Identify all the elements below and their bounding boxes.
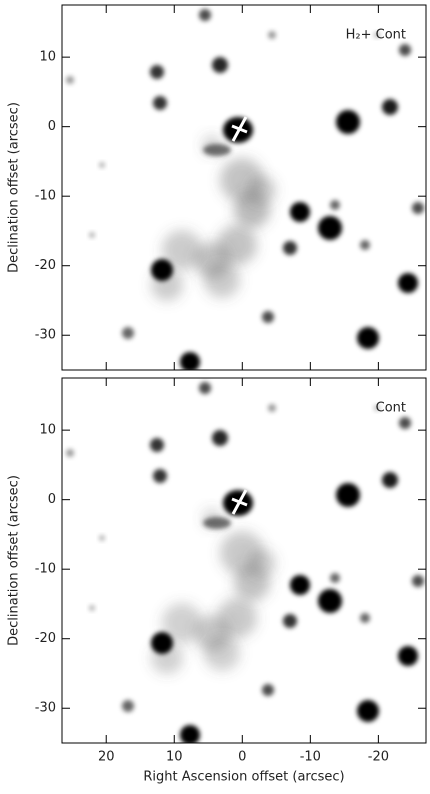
star <box>122 700 134 712</box>
star <box>318 216 342 240</box>
star <box>374 32 380 38</box>
sky-image <box>66 382 424 743</box>
star <box>398 273 418 293</box>
panel-label: H₂+ Cont <box>346 28 406 43</box>
star <box>382 472 398 488</box>
y-tick-label: -20 <box>35 258 56 273</box>
star <box>290 575 310 595</box>
x-tick-label: 0 <box>238 750 246 765</box>
star <box>357 327 379 349</box>
nebula <box>204 635 240 671</box>
star <box>150 65 164 79</box>
star <box>180 352 200 370</box>
y-tick-label: 0 <box>48 119 56 134</box>
star <box>89 605 95 611</box>
star <box>290 202 310 222</box>
y-tick-label: 10 <box>39 423 56 438</box>
star <box>150 438 164 452</box>
x-tick-label: 10 <box>166 750 183 765</box>
star <box>268 404 276 412</box>
y-tick-label: 10 <box>39 50 56 65</box>
star <box>374 405 380 411</box>
star <box>151 632 173 654</box>
x-tick-label: -10 <box>300 750 321 765</box>
star <box>99 162 105 168</box>
star <box>336 110 360 134</box>
star <box>180 725 200 743</box>
star <box>212 430 228 446</box>
panel-label: Cont <box>376 401 406 416</box>
star <box>99 535 105 541</box>
x-tick-label: 20 <box>98 750 115 765</box>
star <box>360 613 370 623</box>
star <box>398 646 418 666</box>
star <box>153 469 167 483</box>
y-tick-label: -30 <box>35 328 56 343</box>
sky-image <box>66 9 424 370</box>
y-tick-label: -10 <box>35 562 56 577</box>
panel-frame <box>61 377 427 744</box>
y-tick-label: -10 <box>35 189 56 204</box>
image-panel <box>61 377 427 744</box>
x-tick-label: -20 <box>368 750 389 765</box>
nebula <box>162 230 202 270</box>
panel-frame <box>61 4 427 371</box>
star <box>262 311 274 323</box>
nebula <box>248 176 276 204</box>
star <box>330 573 340 583</box>
y-tick-label: -20 <box>35 631 56 646</box>
star <box>66 76 74 84</box>
star <box>283 241 297 255</box>
star <box>151 259 173 281</box>
y-axis-label: Declination offset (arcsec) <box>7 475 22 646</box>
star <box>89 232 95 238</box>
star <box>199 382 211 394</box>
y-axis-label: Declination offset (arcsec) <box>7 102 22 273</box>
star <box>412 202 424 214</box>
cross-marker <box>231 116 248 142</box>
source-tail <box>203 517 231 529</box>
star <box>66 449 74 457</box>
star <box>399 417 411 429</box>
nebula <box>162 603 202 643</box>
nebula <box>204 262 240 298</box>
star <box>330 200 340 210</box>
star <box>357 700 379 722</box>
star <box>212 57 228 73</box>
x-axis-label: Right Ascension offset (arcsec) <box>143 770 344 785</box>
star <box>318 589 342 613</box>
star <box>399 44 411 56</box>
image-panel <box>61 4 427 371</box>
star <box>199 9 211 21</box>
source-tail <box>203 144 231 156</box>
star <box>153 96 167 110</box>
star <box>122 327 134 339</box>
star <box>382 99 398 115</box>
star <box>360 240 370 250</box>
star <box>336 483 360 507</box>
y-tick-label: -30 <box>35 701 56 716</box>
cross-marker <box>231 489 248 515</box>
star <box>283 614 297 628</box>
star <box>262 684 274 696</box>
y-tick-label: 0 <box>48 492 56 507</box>
star <box>268 31 276 39</box>
nebula <box>248 549 276 577</box>
star <box>412 575 424 587</box>
